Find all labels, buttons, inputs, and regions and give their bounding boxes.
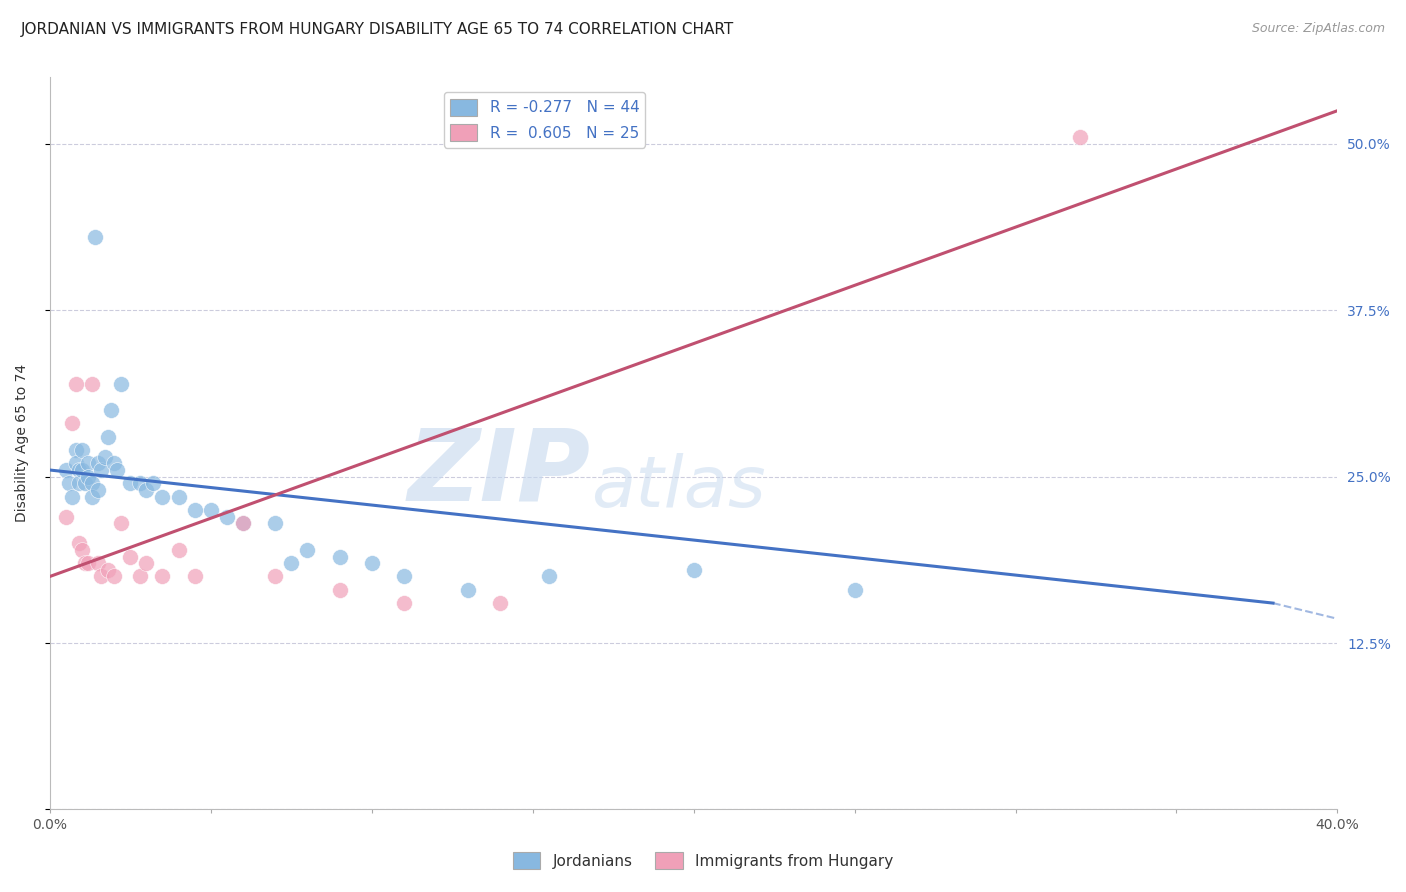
Point <box>392 569 415 583</box>
Point <box>60 417 83 431</box>
Point <box>129 476 152 491</box>
Point <box>457 582 479 597</box>
Point <box>142 476 165 491</box>
Point <box>87 483 110 497</box>
Point <box>67 476 90 491</box>
Point <box>682 563 704 577</box>
Point <box>65 456 87 470</box>
Point <box>70 463 93 477</box>
Point <box>107 463 129 477</box>
Point <box>264 569 287 583</box>
Text: Source: ZipAtlas.com: Source: ZipAtlas.com <box>1251 22 1385 36</box>
Point <box>129 569 152 583</box>
Y-axis label: Disability Age 65 to 74: Disability Age 65 to 74 <box>15 364 30 523</box>
Point <box>80 490 103 504</box>
Point <box>77 556 100 570</box>
Point <box>90 569 112 583</box>
Point <box>167 542 190 557</box>
Point <box>55 509 77 524</box>
Point <box>1069 130 1091 145</box>
Point <box>67 536 90 550</box>
Point <box>55 463 77 477</box>
Point <box>77 456 100 470</box>
Point <box>87 456 110 470</box>
Point <box>328 582 350 597</box>
Point <box>280 556 302 570</box>
Point <box>103 569 125 583</box>
Point <box>60 490 83 504</box>
Point <box>70 443 93 458</box>
Point <box>152 490 174 504</box>
Point <box>183 503 205 517</box>
Point <box>80 476 103 491</box>
Point <box>844 582 866 597</box>
Point <box>67 463 90 477</box>
Point <box>65 376 87 391</box>
Point <box>215 509 238 524</box>
Point <box>75 476 97 491</box>
Point <box>70 542 93 557</box>
Point <box>97 563 120 577</box>
Point <box>83 230 105 244</box>
Point <box>264 516 287 531</box>
Point <box>167 490 190 504</box>
Point <box>120 549 142 564</box>
Legend: Jordanians, Immigrants from Hungary: Jordanians, Immigrants from Hungary <box>506 846 900 875</box>
Point <box>297 542 319 557</box>
Point <box>360 556 382 570</box>
Text: JORDANIAN VS IMMIGRANTS FROM HUNGARY DISABILITY AGE 65 TO 74 CORRELATION CHART: JORDANIAN VS IMMIGRANTS FROM HUNGARY DIS… <box>21 22 734 37</box>
Point <box>100 403 122 417</box>
Point <box>110 376 132 391</box>
Text: ZIP: ZIP <box>408 425 591 521</box>
Point <box>65 443 87 458</box>
Point <box>75 556 97 570</box>
Point <box>392 596 415 610</box>
Point <box>135 556 157 570</box>
Point <box>152 569 174 583</box>
Point <box>537 569 560 583</box>
Point <box>183 569 205 583</box>
Point <box>90 463 112 477</box>
Point <box>97 430 120 444</box>
Point <box>80 376 103 391</box>
Text: atlas: atlas <box>591 453 765 522</box>
Point <box>489 596 512 610</box>
Legend: R = -0.277   N = 44, R =  0.605   N = 25: R = -0.277 N = 44, R = 0.605 N = 25 <box>444 93 645 147</box>
Point <box>232 516 254 531</box>
Point <box>232 516 254 531</box>
Point <box>87 556 110 570</box>
Point <box>328 549 350 564</box>
Point <box>135 483 157 497</box>
Point <box>103 456 125 470</box>
Point <box>93 450 115 464</box>
Point <box>120 476 142 491</box>
Point <box>58 476 80 491</box>
Point <box>77 469 100 483</box>
Point <box>110 516 132 531</box>
Point <box>200 503 222 517</box>
